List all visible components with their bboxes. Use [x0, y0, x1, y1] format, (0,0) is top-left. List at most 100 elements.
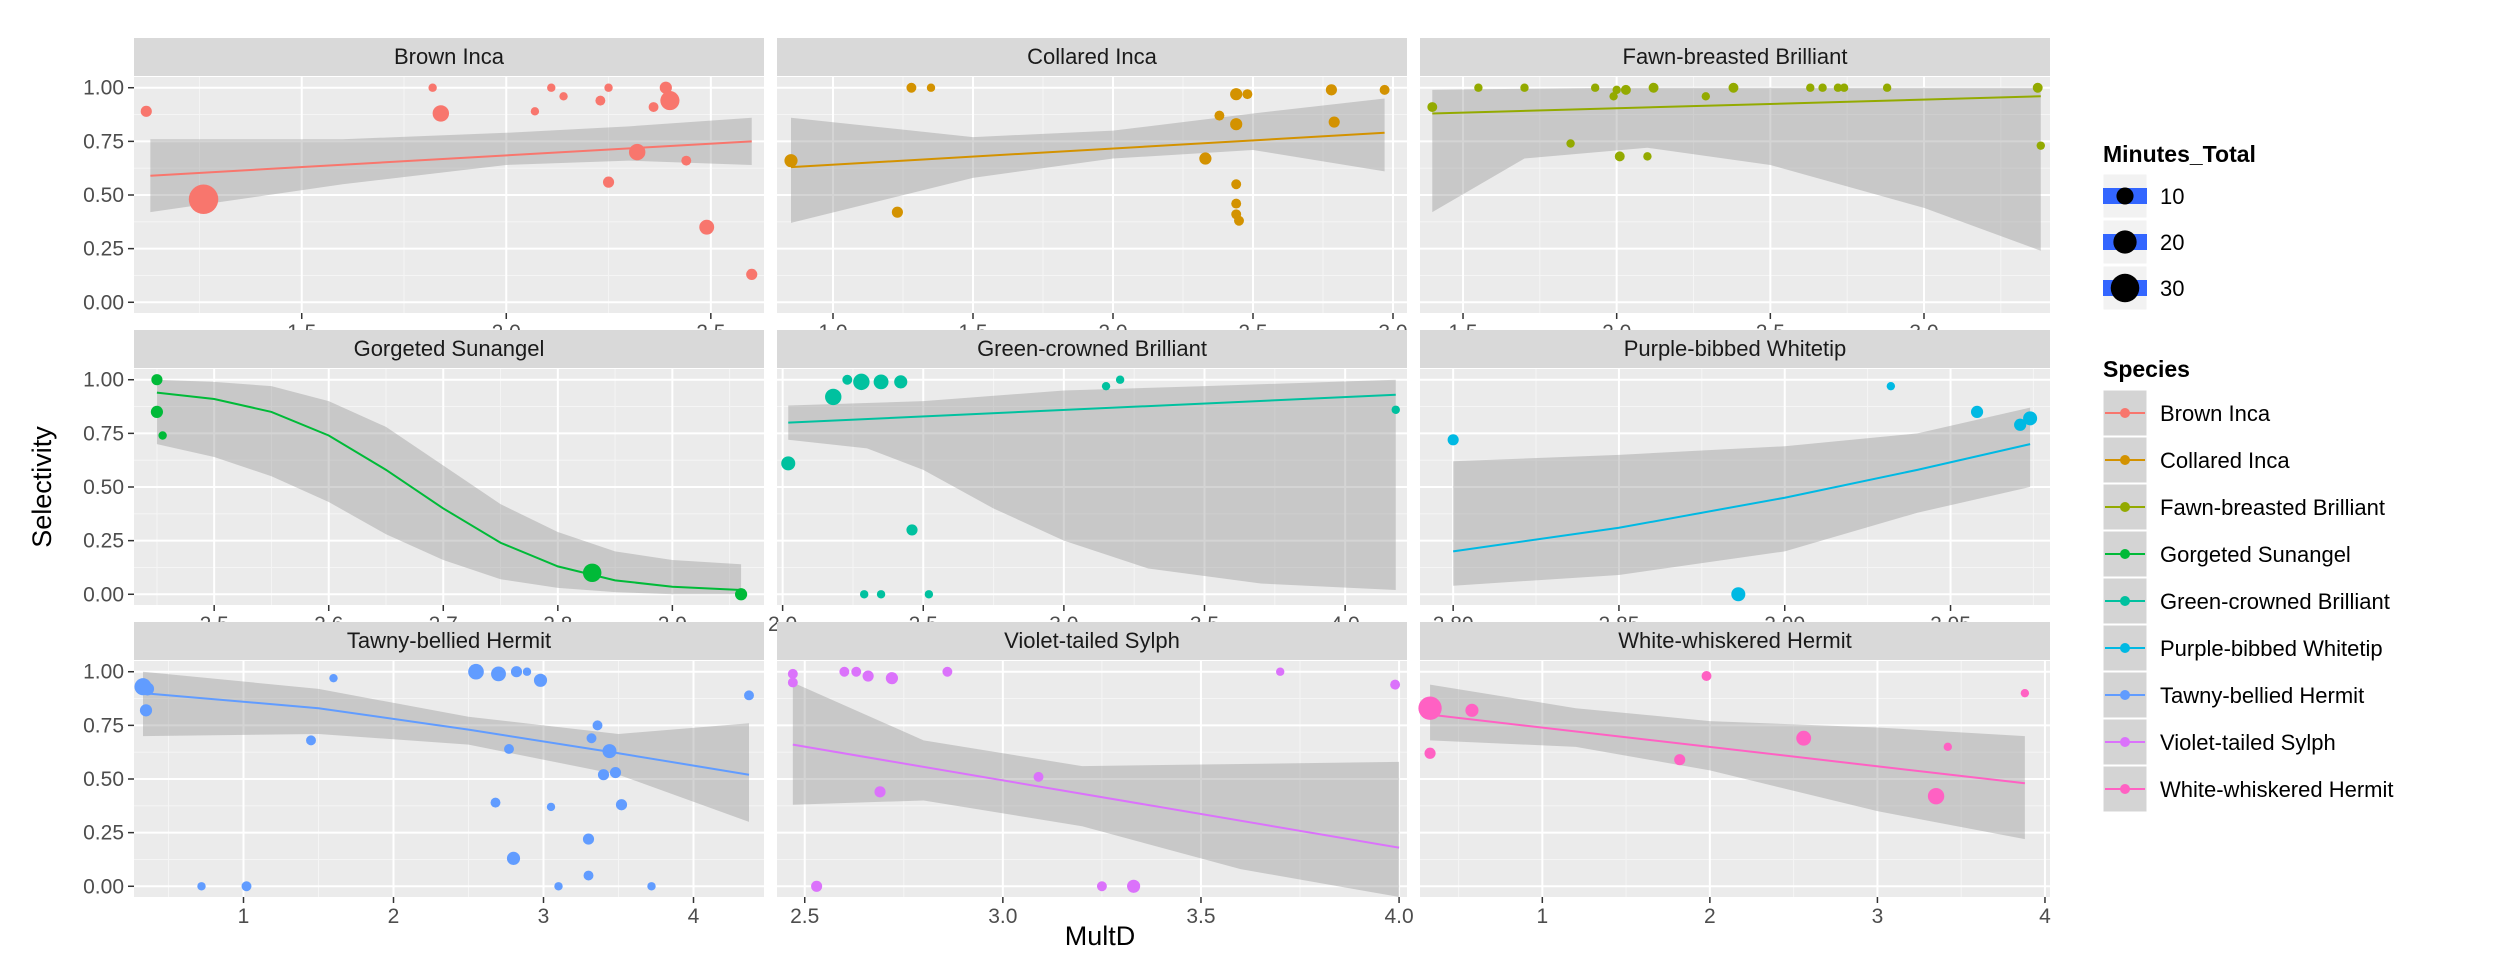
facet-strip [134, 330, 764, 368]
data-point [1731, 587, 1746, 602]
data-point [547, 83, 556, 92]
data-point [306, 735, 316, 746]
size-legend-dot [2110, 273, 2140, 303]
data-point [428, 83, 437, 92]
data-point [744, 690, 754, 701]
data-point [1127, 879, 1141, 893]
size-legend-dot [2113, 230, 2137, 254]
data-point [559, 92, 568, 101]
data-point [1839, 83, 1849, 92]
data-point [891, 206, 903, 218]
size-legend-label: 30 [2160, 276, 2184, 301]
y-tick-label: 0.00 [83, 291, 124, 314]
data-point [1648, 82, 1659, 93]
data-point [1096, 881, 1107, 892]
confidence-band [143, 671, 749, 822]
data-point [1214, 110, 1225, 121]
data-point [1796, 730, 1812, 746]
data-point [1943, 742, 1952, 752]
data-point [1970, 405, 1984, 419]
facet-panel: Purple-bibbed Whitetip2.802.852.902.95 [1420, 330, 2050, 636]
fit-line [1432, 95, 2041, 115]
data-point [432, 105, 450, 122]
facet-panel: Fawn-breasted Brilliant1.52.02.53.0 [1420, 38, 2050, 344]
data-point [1590, 83, 1600, 92]
color-legend: Species Brown Inca Collared Inca Fawn-breas… [2102, 356, 2394, 813]
color-legend-label: Brown Inca [2160, 401, 2271, 426]
data-point [839, 666, 850, 677]
x-tick-label: 3 [1872, 905, 1884, 928]
data-point [592, 720, 603, 731]
data-point [853, 373, 870, 391]
data-point [582, 833, 595, 845]
data-point [787, 677, 798, 688]
size-legend-dot [2116, 187, 2134, 205]
facet-title: Green-crowned Brilliant [977, 336, 1207, 361]
data-point [530, 107, 540, 116]
data-point [1033, 771, 1044, 782]
data-point [1234, 215, 1244, 226]
data-point [1231, 179, 1242, 190]
color-legend-label: Green-crowned Brilliant [2160, 589, 2390, 614]
data-point [681, 155, 692, 166]
data-point [1230, 88, 1243, 101]
fit-line [792, 743, 1400, 849]
color-legend-dot [2120, 784, 2130, 794]
data-point [1242, 89, 1253, 100]
data-point [582, 563, 602, 583]
color-legend-dot [2120, 502, 2130, 512]
data-point [468, 663, 484, 680]
data-point [1424, 747, 1436, 759]
data-point [1418, 696, 1442, 720]
data-point [329, 673, 338, 683]
x-tick-label: 2.5 [790, 905, 819, 928]
data-point [197, 882, 206, 891]
data-point [522, 667, 532, 676]
x-tick-label: 3.0 [988, 905, 1017, 928]
data-point [1833, 83, 1843, 92]
x-tick-label: 4 [688, 905, 700, 928]
facet-panel: White-whiskered Hermit 1 2 3 4 [1418, 622, 2051, 928]
facet-strip [777, 622, 1407, 660]
data-point [1520, 83, 1529, 92]
color-legend-label: Tawny-bellied Hermit [2160, 683, 2364, 708]
data-point [1379, 84, 1390, 95]
data-point [906, 82, 917, 93]
confidence-band [1432, 87, 2041, 251]
data-point [1566, 139, 1575, 148]
color-legend-label: Collared Inca [2160, 448, 2290, 473]
y-tick-label: 0.00 [83, 583, 124, 606]
color-legend-dot [2120, 549, 2130, 559]
data-point [1230, 118, 1243, 131]
data-point [784, 154, 798, 168]
data-point [873, 374, 889, 390]
x-tick-label: 4 [2039, 905, 2051, 928]
data-point [1886, 381, 1896, 391]
data-point [1231, 198, 1242, 209]
facet-title: Tawny-bellied Hermit [347, 628, 551, 653]
facet-strip [1420, 38, 2050, 76]
data-point [1609, 92, 1618, 101]
fit-line [788, 393, 1396, 424]
data-point [602, 176, 615, 188]
facet-strip [777, 38, 1407, 76]
data-point [1620, 84, 1631, 95]
facet-title: Purple-bibbed Whitetip [1624, 336, 1847, 361]
color-legend-dot [2120, 643, 2130, 653]
color-legend-dot [2120, 596, 2130, 606]
data-point [787, 668, 798, 679]
x-tick-label: 1 [238, 905, 250, 928]
y-tick-label: 1.00 [83, 369, 124, 392]
data-point [660, 91, 680, 111]
facet-panel: Collared Inca1.01.52.02.53.0 [777, 38, 1408, 344]
data-point [699, 219, 715, 235]
data-point [1199, 152, 1212, 165]
x-tick-label: 2 [388, 905, 400, 928]
facet-title: Violet-tailed Sylph [1004, 628, 1180, 653]
data-point [1427, 102, 1438, 112]
data-point [2036, 141, 2045, 150]
confidence-band [1430, 684, 2025, 840]
x-tick-label: 3 [538, 905, 550, 928]
